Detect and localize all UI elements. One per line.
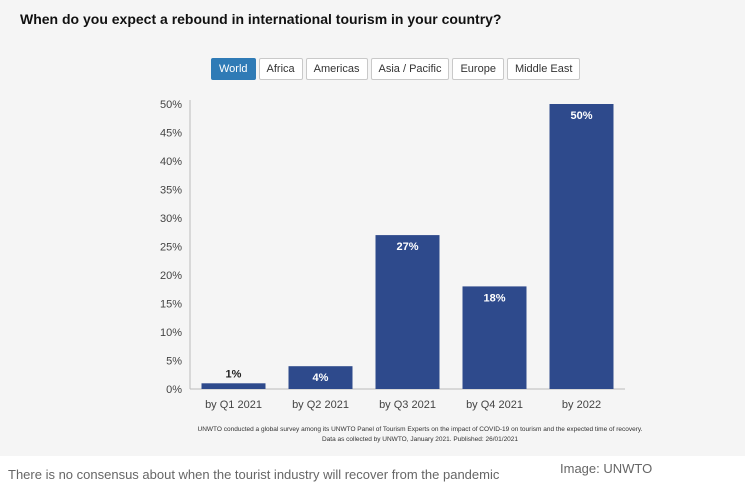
- y-tick-label: 40%: [160, 156, 182, 168]
- y-tick-label: 5%: [166, 356, 182, 368]
- tab-europe[interactable]: Europe: [452, 58, 504, 80]
- bar-data-label: 1%: [226, 368, 242, 380]
- x-tick-label: by 2022: [562, 399, 601, 411]
- x-tick-label: by Q4 2021: [466, 399, 523, 411]
- y-tick-label: 50%: [160, 99, 182, 111]
- y-tick-label: 0%: [166, 384, 182, 396]
- y-tick-label: 20%: [160, 270, 182, 282]
- bar: [375, 235, 440, 389]
- chart-title: When do you expect a rebound in internat…: [20, 11, 502, 27]
- chart-panel: When do you expect a rebound in internat…: [20, 11, 643, 443]
- x-tick-label: by Q1 2021: [205, 399, 262, 411]
- chart-note-survey: UNWTO conducted a global survey among it…: [197, 426, 643, 433]
- bar: [201, 383, 266, 389]
- image-caption: There is no consensus about when the tou…: [8, 467, 500, 482]
- bar-data-label: 50%: [570, 110, 592, 122]
- y-tick-label: 10%: [160, 327, 182, 339]
- tab-middle-east[interactable]: Middle East: [506, 58, 581, 80]
- image-credit: Image: UNWTO: [560, 461, 653, 476]
- tab-africa[interactable]: Africa: [258, 58, 303, 80]
- y-tick-label: 30%: [160, 213, 182, 225]
- tab-world[interactable]: World: [211, 58, 256, 80]
- y-tick-label: 25%: [160, 242, 182, 254]
- region-tabs: World Africa Americas Asia / Pacific Eur…: [211, 58, 581, 80]
- x-tick-label: by Q2 2021: [292, 399, 349, 411]
- x-tick-label: by Q3 2021: [379, 399, 436, 411]
- y-tick-label: 15%: [160, 299, 182, 311]
- y-tick-label: 45%: [160, 128, 182, 140]
- bar-data-label: 18%: [483, 292, 505, 304]
- bar-data-label: 4%: [313, 372, 329, 384]
- chart-note-publication: Data as collected by UNWTO, January 2021…: [321, 436, 519, 443]
- bar-data-label: 27%: [396, 241, 418, 253]
- tab-asia-pacific[interactable]: Asia / Pacific: [370, 58, 450, 80]
- bar: [462, 286, 527, 389]
- tab-americas[interactable]: Americas: [305, 58, 368, 80]
- bar: [288, 366, 353, 389]
- y-tick-label: 35%: [160, 185, 182, 197]
- bar-chart: 0% 5% 10% 15% 20% 25% 30% 35% 40% 45% 50% 1% by Q1 2…: [160, 99, 625, 411]
- bar: [549, 104, 614, 389]
